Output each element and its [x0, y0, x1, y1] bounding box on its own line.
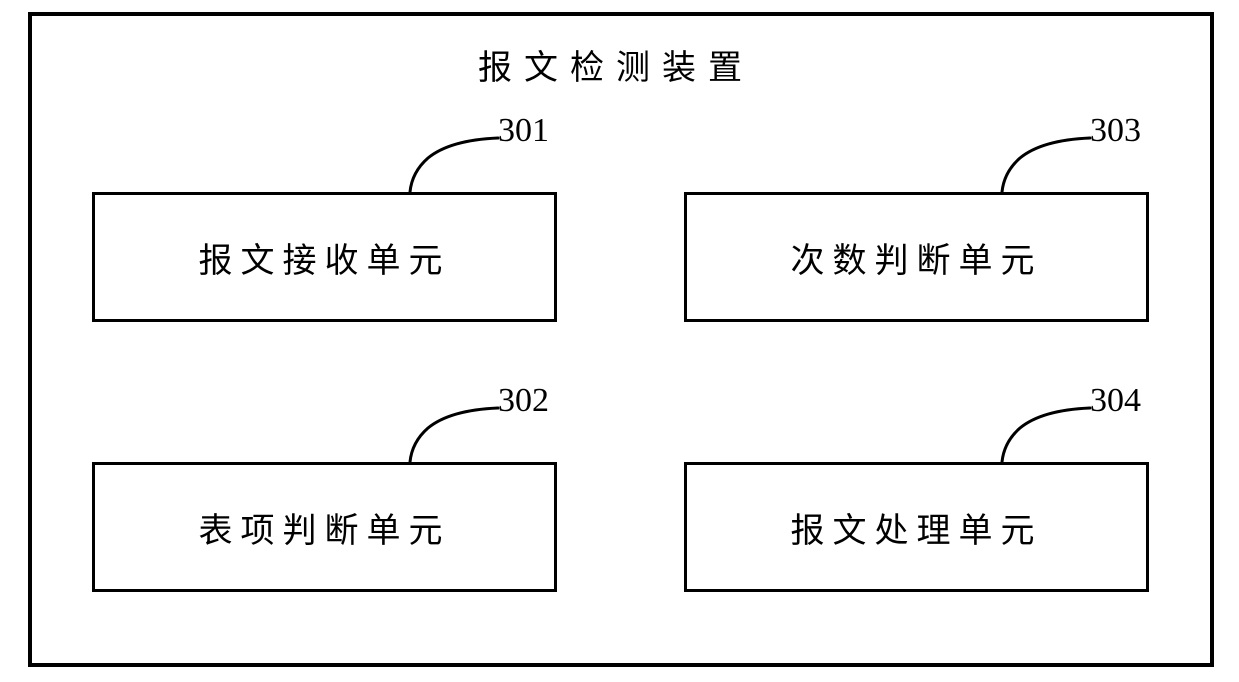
callout-curve-301 [400, 128, 510, 196]
callout-curve-304 [992, 398, 1102, 466]
diagram-title: 报文检测装置 [478, 40, 754, 89]
block-label-302: 表项判断单元 [199, 503, 451, 552]
block-302: 表项判断单元 [92, 462, 557, 592]
block-303: 次数判断单元 [684, 192, 1149, 322]
block-304: 报文处理单元 [684, 462, 1149, 592]
block-label-301: 报文接收单元 [199, 233, 451, 282]
callout-curve-303 [992, 128, 1102, 196]
block-label-303: 次数判断单元 [791, 233, 1043, 282]
block-label-304: 报文处理单元 [791, 503, 1043, 552]
callout-curve-302 [400, 398, 510, 466]
block-301: 报文接收单元 [92, 192, 557, 322]
